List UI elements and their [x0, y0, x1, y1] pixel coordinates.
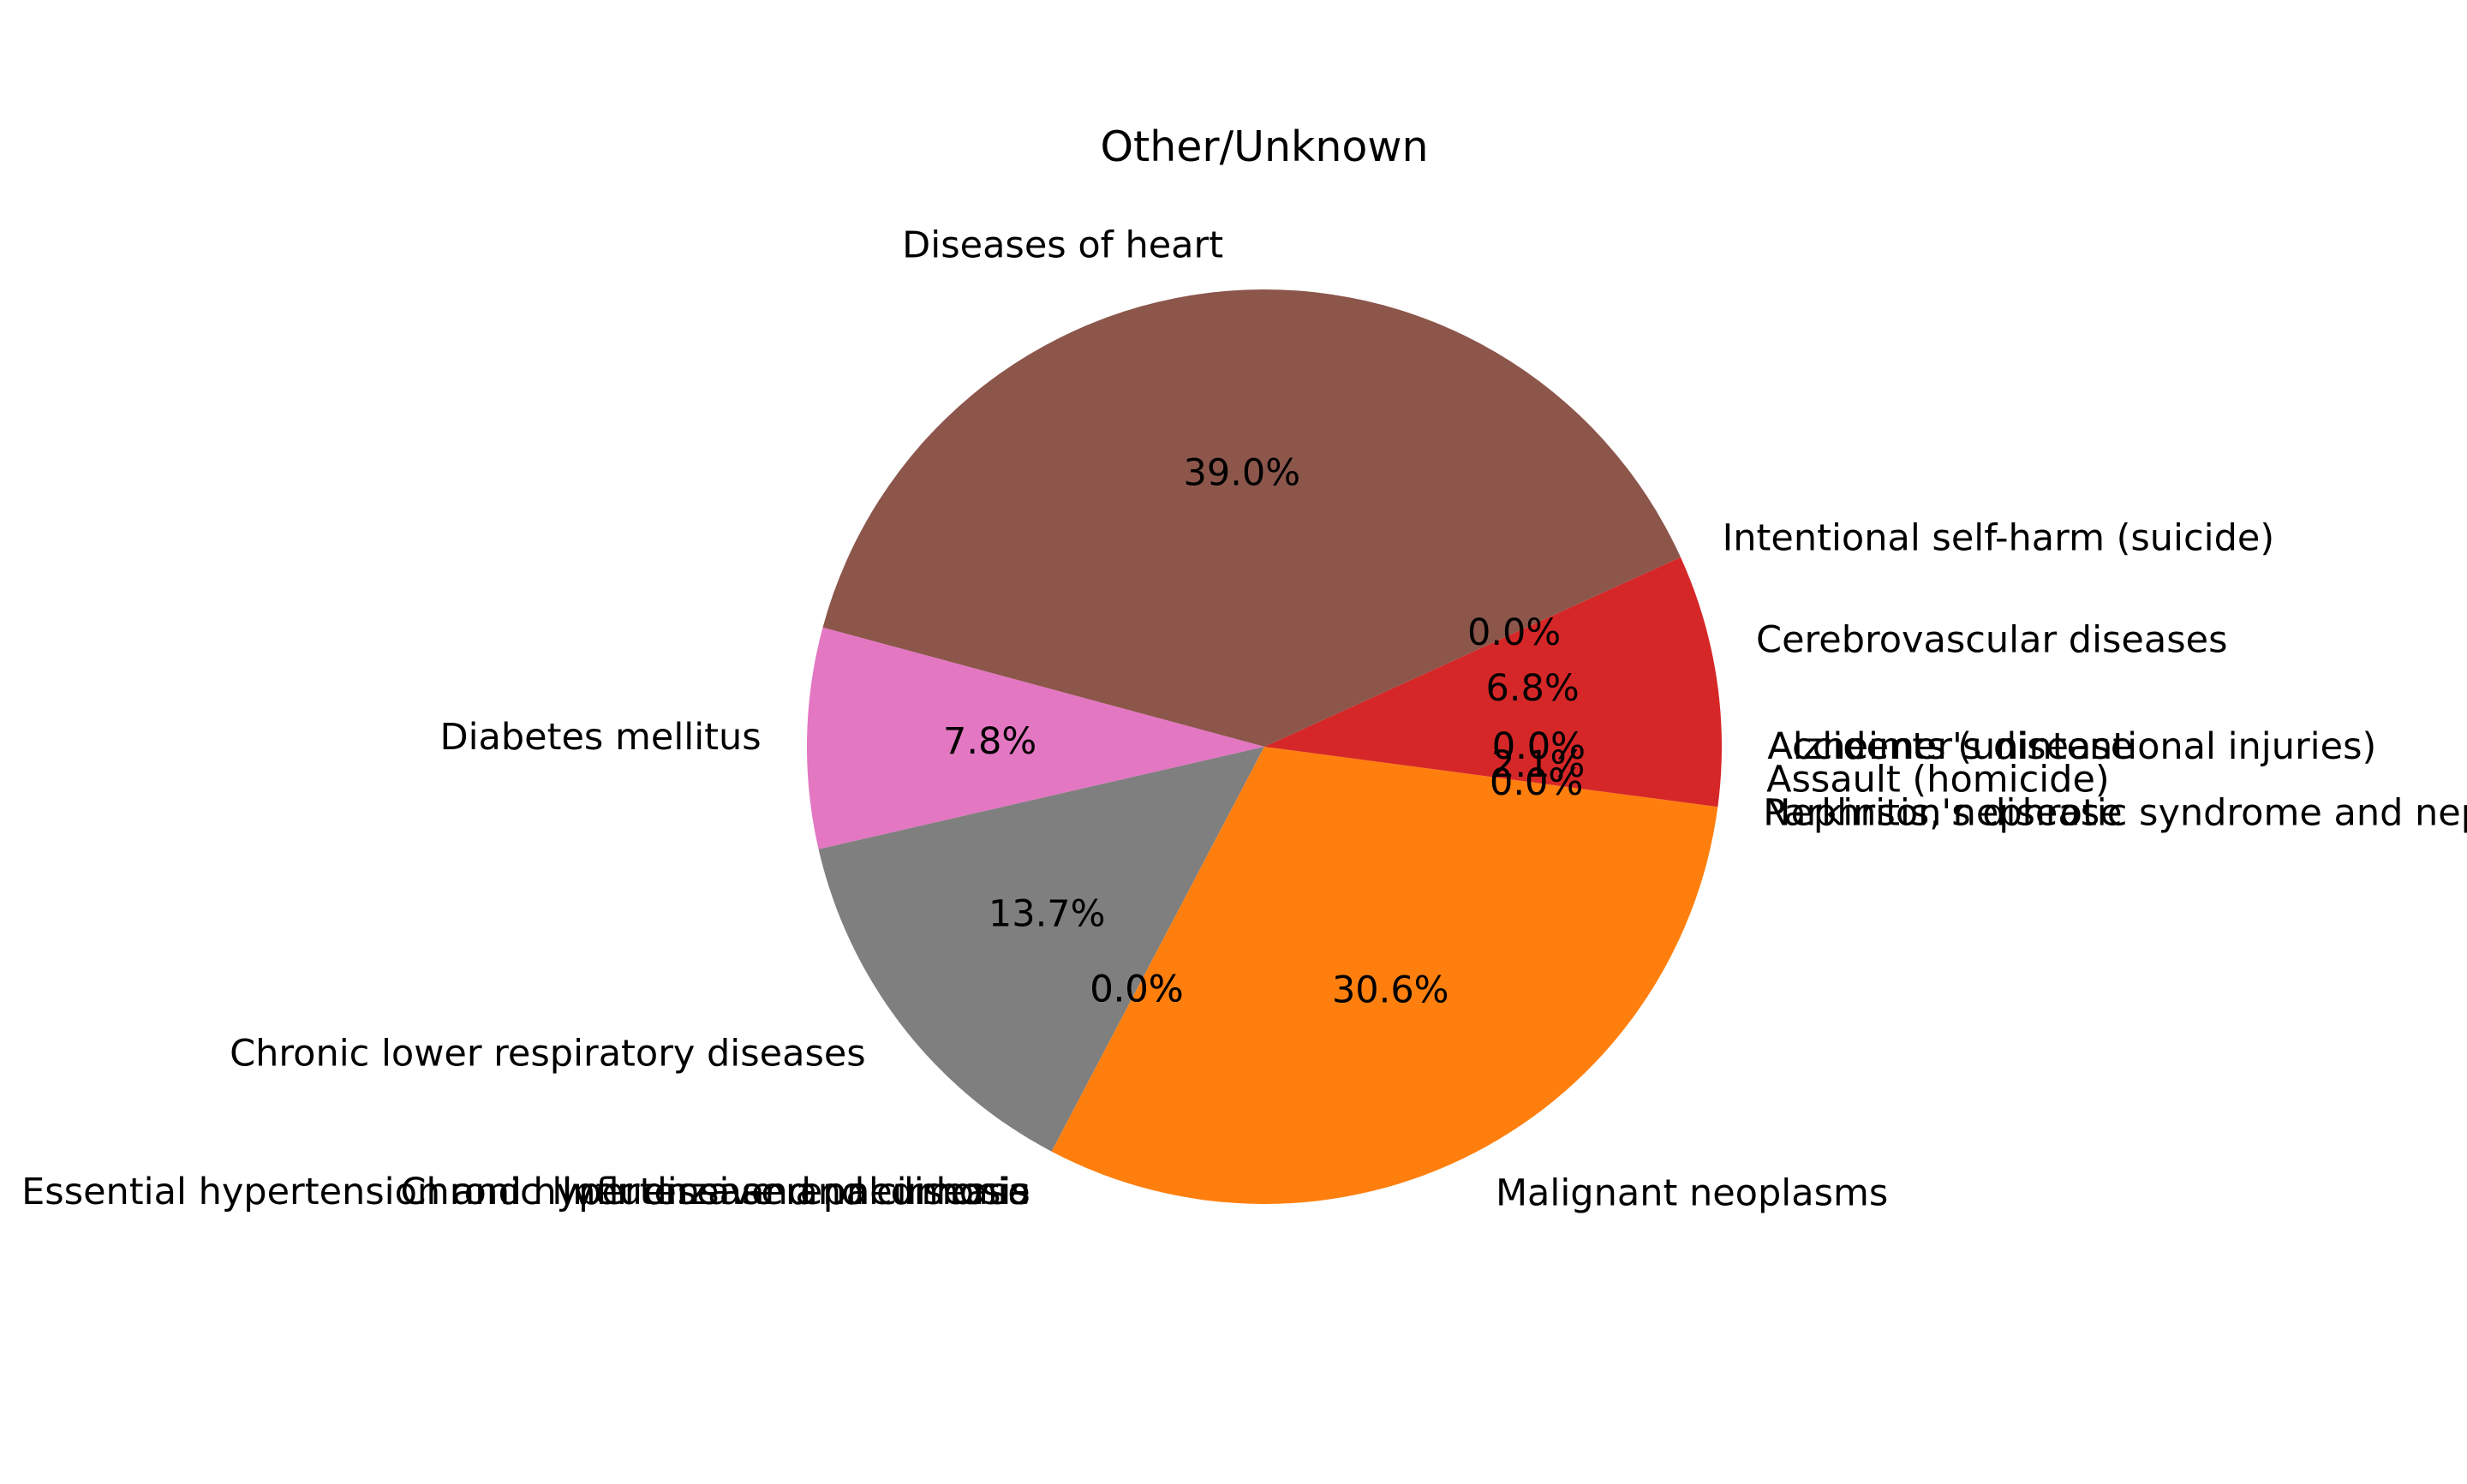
slice-percent-intentional-self-harm-suicide: 0.0%	[1467, 611, 1561, 654]
pie-slice-malignant-neoplasms	[1051, 747, 1718, 1204]
pie-slice-cerebrovascular-diseases	[1264, 557, 1722, 747]
slice-label-essential-hypertension-and-hypertensive-renal-disease: Essential hypertension and hypertensive …	[21, 1171, 1030, 1213]
slice-percent-nephritis-nephrotic-syndrome-and-nephrosis: 0.0%	[1490, 761, 1583, 804]
slice-label-nephritis-nephrotic-syndrome-and-nephrosis: Nephritis, nephrotic syndrome and nephro…	[1763, 791, 2467, 834]
pie-slice-diseases-of-heart	[822, 289, 1681, 748]
pie-slice-diabetes-mellitus	[807, 627, 1264, 849]
slice-percent-accidents-unintentional-injuries: 0.0%	[1492, 725, 1586, 768]
pie-slice-chronic-lower-respiratory-diseases	[818, 747, 1264, 1152]
slice-label-parkinson-s-disease: Parkinson's disease	[1763, 791, 2122, 834]
slice-percent-parkinson-s-disease: 0.0%	[1490, 761, 1583, 804]
pie-slice-assault-homicide	[1264, 747, 1722, 808]
slice-label-alzheimer-s-disease: Alzheimer's disease	[1767, 725, 2133, 768]
slice-percent-diseases-of-heart: 39.0%	[1184, 452, 1301, 495]
slice-label-diseases-of-heart: Diseases of heart	[902, 224, 1223, 267]
slice-percent-influenza-and-pneumonia: 0.0%	[1090, 968, 1183, 1011]
slice-label-chronic-liver-disease-and-cirrhosis: Chronic liver disease and cirrhosis	[401, 1171, 1030, 1213]
slice-label-assault-homicide: Assault (homicide)	[1766, 759, 2110, 802]
slice-label-chronic-lower-respiratory-diseases: Chronic lower respiratory diseases	[230, 1033, 866, 1076]
slice-label-influenza-and-pneumonia: Influenza and pneumonia	[562, 1171, 1030, 1213]
slice-label-diabetes-mellitus: Diabetes mellitus	[439, 716, 761, 759]
chart-title: Other/Unknown	[1100, 122, 1428, 171]
pie-labels: Accidents (unintentional injuries)Alzhei…	[21, 224, 2467, 1215]
slice-percent-chronic-liver-disease-and-cirrhosis: 0.0%	[1090, 968, 1183, 1011]
slice-percent-cerebrovascular-diseases: 6.8%	[1485, 667, 1579, 710]
slice-label-malignant-neoplasms: Malignant neoplasms	[1496, 1172, 1888, 1215]
slice-label-accidents-unintentional-injuries: Accidents (unintentional injuries)	[1767, 725, 2376, 768]
pie-percent-labels: 0.0%0.0%6.8%0.0%39.0%7.8%13.7%0.0%0.0%0.…	[943, 452, 1586, 1012]
slice-percent-alzheimer-s-disease: 0.0%	[1492, 725, 1586, 768]
slice-percent-diabetes-mellitus: 7.8%	[943, 720, 1036, 763]
slice-percent-malignant-neoplasms: 30.6%	[1332, 969, 1449, 1012]
slice-label-intentional-self-harm-suicide: Intentional self-harm (suicide)	[1723, 517, 2275, 560]
slice-label-cerebrovascular-diseases: Cerebrovascular diseases	[1756, 618, 2227, 661]
slice-percent-assault-homicide: 2.1%	[1491, 743, 1585, 786]
slice-percent-essential-hypertension-and-hypertensive-renal-disease: 0.0%	[1090, 968, 1183, 1011]
pie-slices	[807, 289, 1722, 1204]
slice-percent-chronic-lower-respiratory-diseases: 13.7%	[989, 893, 1106, 936]
